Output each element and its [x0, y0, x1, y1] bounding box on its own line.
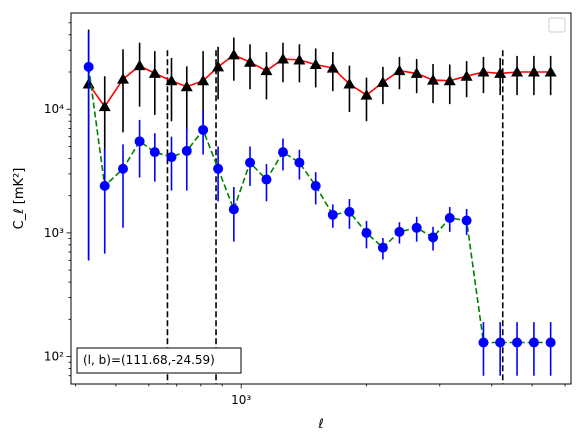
data-point-circle: [198, 124, 209, 135]
coordinate-annotation: (l, b)=(111.68,-24.59): [76, 347, 242, 374]
series-layer: [82, 29, 557, 376]
data-point-triangle: [393, 64, 406, 76]
data-point-circle: [327, 209, 338, 220]
data-point-triangle: [133, 59, 146, 71]
data-point-circle: [99, 180, 110, 191]
data-point-circle: [528, 337, 539, 348]
data-point-triangle: [360, 89, 373, 100]
vertical-lines: [166, 50, 504, 384]
data-point-triangle: [180, 80, 193, 92]
data-point-circle: [361, 227, 372, 238]
data-point-triangle: [197, 74, 210, 86]
data-point-triangle: [117, 73, 130, 84]
data-point-triangle: [494, 67, 507, 78]
data-point-circle: [545, 337, 556, 348]
data-point-circle: [428, 232, 439, 243]
data-point-circle: [213, 163, 224, 174]
series-red-triangles: [82, 29, 557, 261]
data-point-triangle: [148, 67, 161, 78]
data-point-circle: [478, 337, 489, 348]
data-point-circle: [461, 215, 472, 226]
data-point-circle: [411, 222, 422, 233]
data-point-triangle: [477, 66, 490, 77]
data-point-triangle: [212, 60, 225, 72]
data-point-triangle: [544, 66, 557, 77]
ticks-layer: 10³ 10² 10³ 10⁴: [44, 22, 566, 407]
data-point-circle: [377, 242, 388, 253]
data-point-circle: [149, 147, 160, 158]
series-green-circles: [83, 32, 556, 376]
data-point-triangle: [227, 48, 240, 60]
data-point-triangle: [244, 56, 257, 67]
legend: [548, 17, 566, 33]
data-point-circle: [261, 174, 272, 185]
data-point-triangle: [443, 74, 456, 86]
annotation-text: (l, b)=(111.68,-24.59): [83, 353, 215, 367]
data-point-triangle: [276, 52, 289, 64]
y-tick-label: 10²: [44, 350, 64, 364]
x-axis-label: ℓ: [317, 417, 323, 432]
data-point-triangle: [326, 62, 339, 73]
data-point-triangle: [410, 67, 423, 78]
data-point-circle: [228, 204, 239, 215]
data-point-triangle: [260, 64, 273, 76]
data-point-circle: [512, 337, 523, 348]
data-point-triangle: [511, 66, 524, 77]
plot-frame: [70, 12, 572, 385]
y-tick-label: 10⁴: [44, 102, 64, 116]
data-point-circle: [495, 337, 506, 348]
data-point-circle: [310, 180, 321, 191]
series-line: [87, 66, 551, 344]
data-point-circle: [166, 152, 177, 163]
data-point-triangle: [460, 70, 473, 81]
data-point-circle: [83, 61, 94, 72]
data-point-circle: [294, 157, 305, 168]
data-point-circle: [134, 136, 145, 147]
data-point-circle: [444, 212, 455, 223]
data-point-circle: [245, 157, 256, 168]
data-point-triangle: [427, 74, 440, 85]
data-point-triangle: [376, 76, 389, 87]
series-line: [87, 53, 551, 109]
data-point-triangle: [165, 74, 178, 86]
x-tick-label: 10³: [231, 393, 251, 407]
data-point-circle: [277, 147, 288, 158]
data-point-circle: [344, 206, 355, 217]
data-point-triangle: [309, 58, 322, 69]
data-point-triangle: [343, 77, 356, 89]
data-point-triangle: [293, 54, 306, 65]
y-axis-label: C_ℓ [mK²]: [12, 168, 27, 230]
data-point-circle: [394, 226, 405, 237]
data-point-circle: [181, 145, 192, 156]
data-point-circle: [118, 163, 129, 174]
data-point-triangle: [527, 66, 540, 77]
data-point-triangle: [98, 100, 111, 112]
y-tick-label: 10³: [44, 226, 64, 240]
